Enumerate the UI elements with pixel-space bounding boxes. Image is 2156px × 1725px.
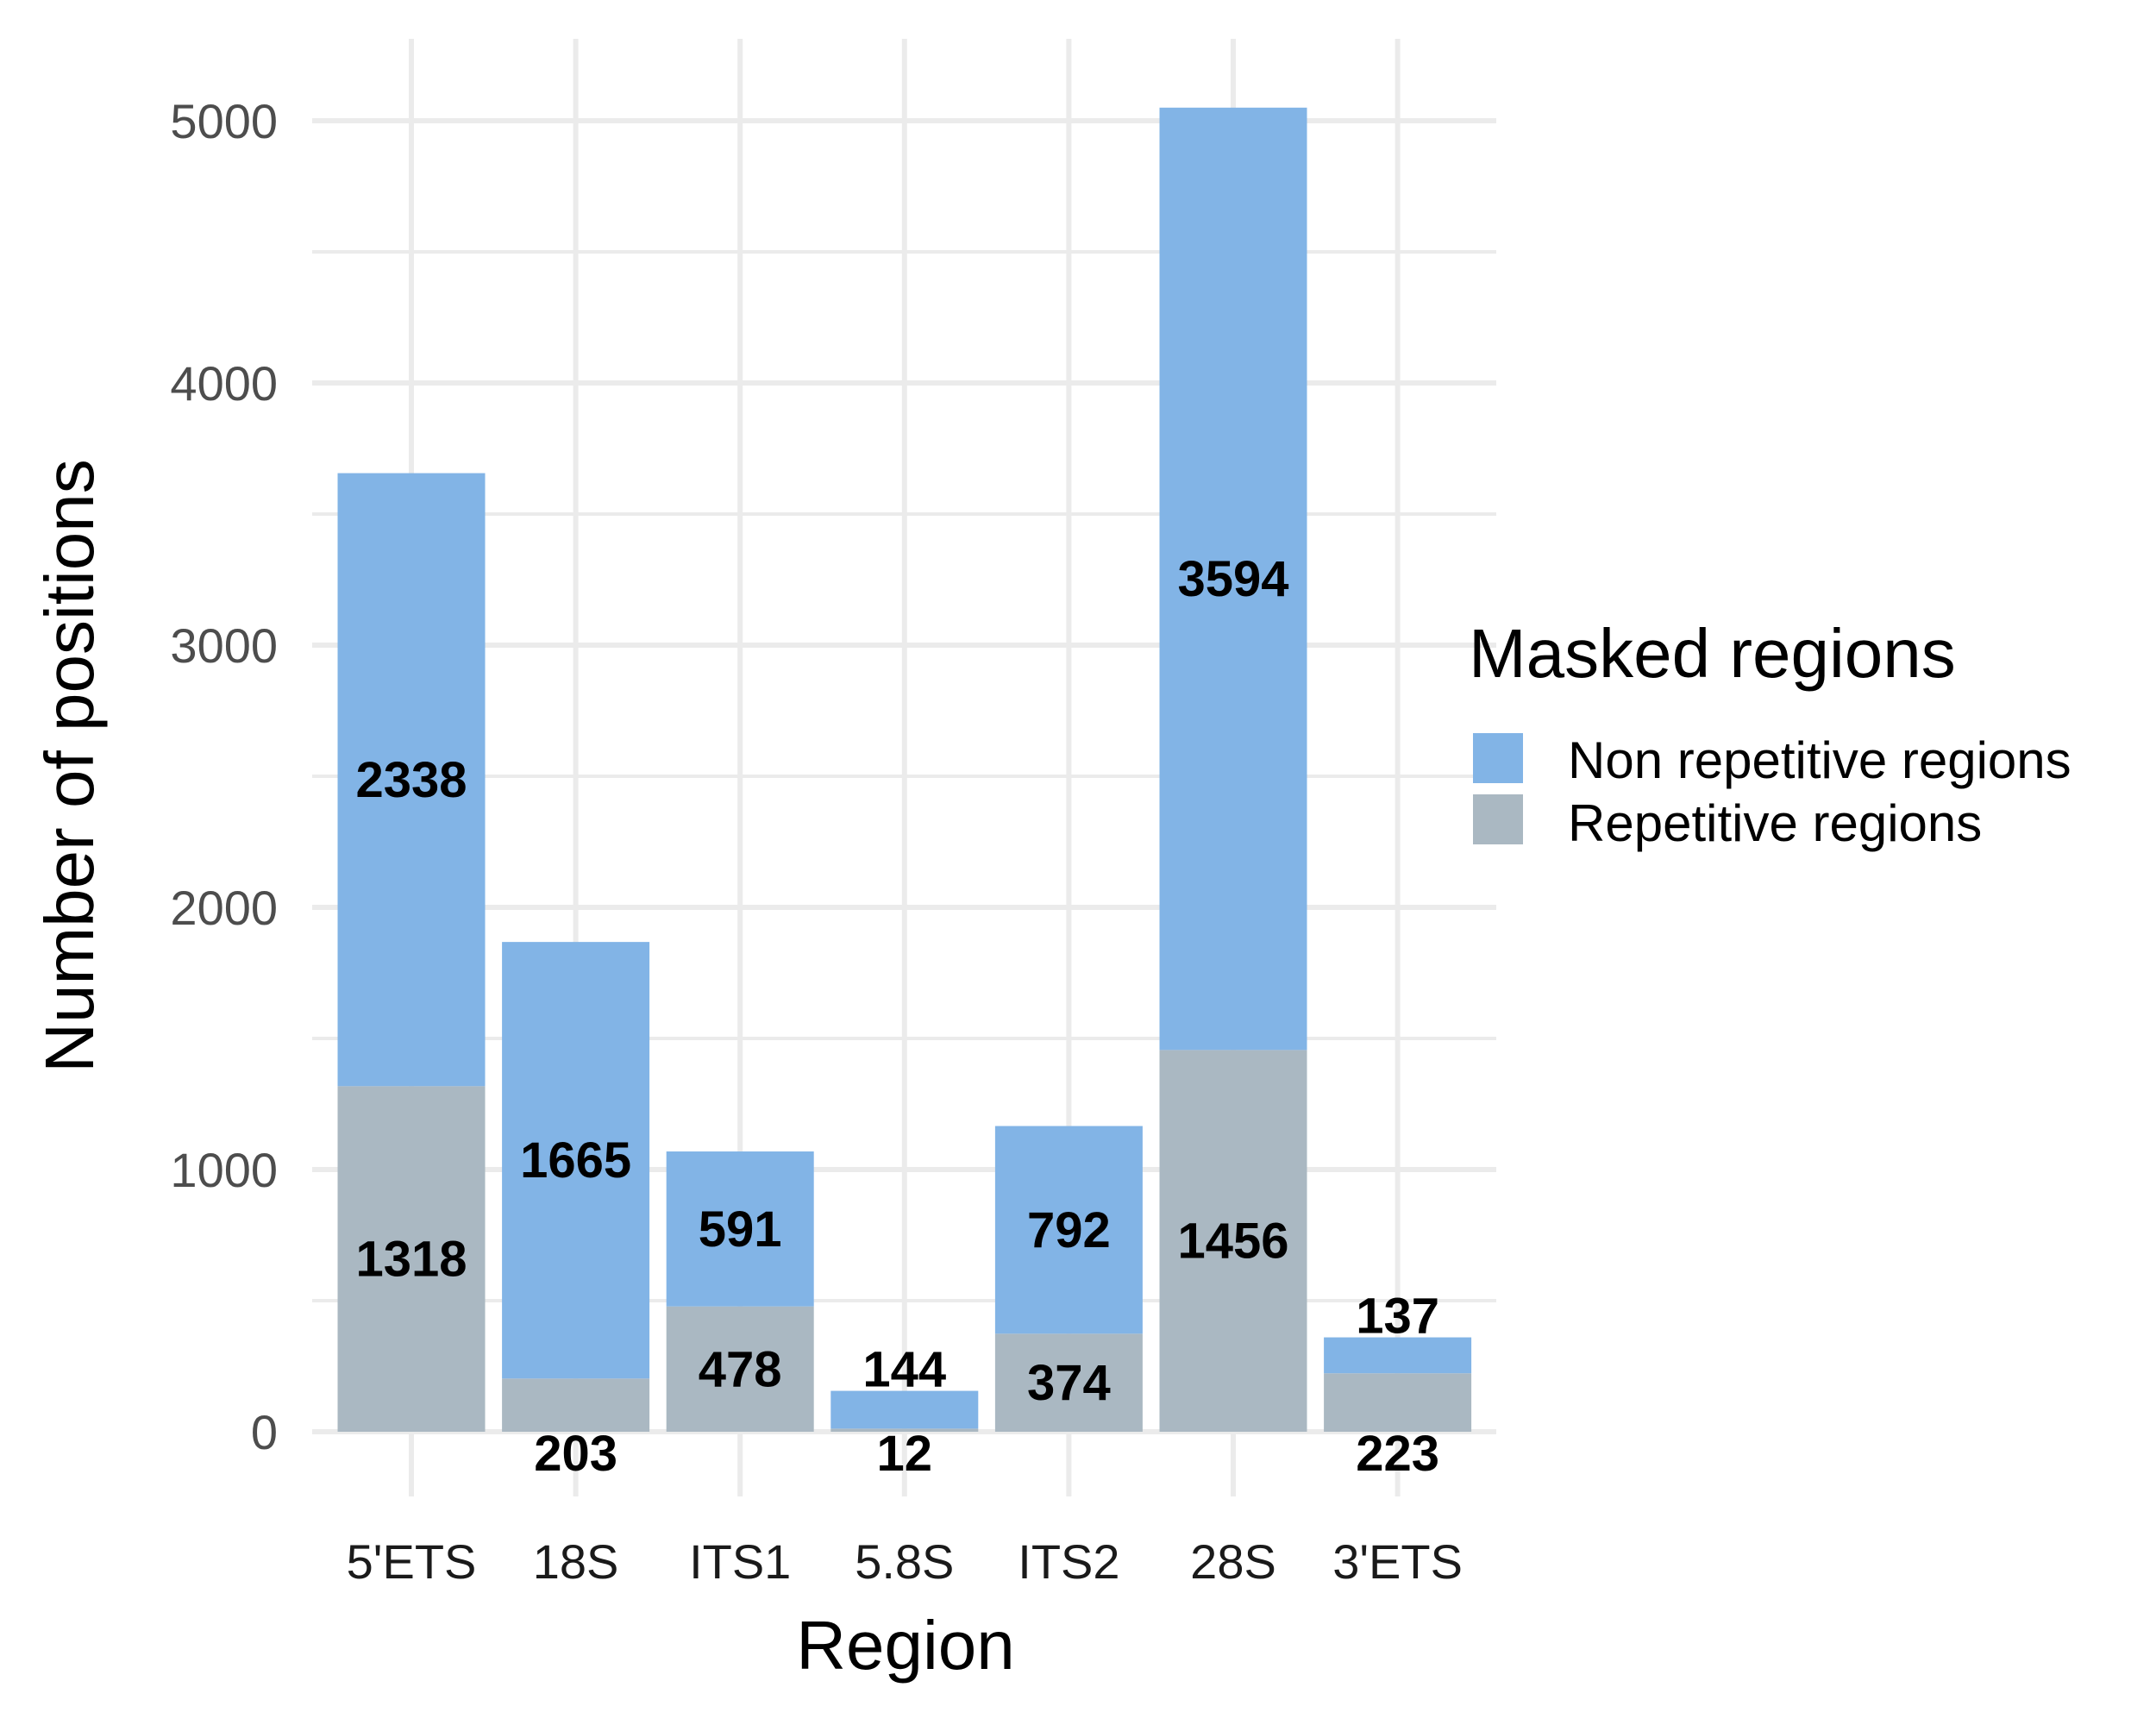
data-label: 223 — [1356, 1426, 1439, 1482]
data-labels: 1318 203 478 12 374 1456 223 2338 1665 591 144 792 3… — [355, 551, 1439, 1482]
y-tick-label: 2000 — [170, 881, 278, 935]
y-tick-label: 5000 — [170, 94, 278, 148]
bar-non-repetitive — [502, 942, 650, 1379]
data-label: 792 — [1027, 1202, 1111, 1258]
bar-repetitive — [337, 1086, 486, 1432]
y-tick-label: 1000 — [170, 1143, 278, 1197]
x-tick-label: ITS1 — [689, 1534, 791, 1589]
bar-repetitive — [1159, 1050, 1307, 1432]
x-axis-ticks: 5'ETS 18S ITS1 5.8S ITS2 28S 3'ETS — [347, 1534, 1463, 1589]
bar-non-repetitive — [994, 1126, 1143, 1334]
data-label: 478 — [699, 1341, 782, 1397]
bar-repetitive — [994, 1333, 1143, 1432]
data-label: 144 — [862, 1342, 946, 1398]
bar-non-repetitive — [830, 1390, 979, 1429]
y-axis-title: Number of positions — [31, 459, 108, 1072]
bar-repetitive — [1324, 1373, 1472, 1432]
y-tick-label: 4000 — [170, 356, 278, 411]
data-label: 1456 — [1177, 1214, 1288, 1270]
data-label: 2338 — [355, 752, 467, 808]
data-label: 203 — [534, 1426, 617, 1482]
bar-non-repetitive — [666, 1151, 814, 1307]
legend: Masked regions Non repetitive regions Re… — [1469, 615, 2071, 852]
bar-repetitive — [502, 1378, 650, 1432]
legend-title: Masked regions — [1469, 615, 1956, 692]
bar-non-repetitive — [1159, 107, 1307, 1051]
data-label: 12 — [877, 1426, 933, 1482]
data-label: 591 — [699, 1201, 782, 1258]
x-tick-label: 5.8S — [855, 1534, 954, 1589]
legend-label-non-repetitive: Non repetitive regions — [1568, 731, 2071, 789]
bar-non-repetitive — [1324, 1337, 1472, 1374]
bars — [337, 107, 1472, 1432]
legend-key-non-repetitive — [1473, 733, 1523, 783]
x-tick-label: 5'ETS — [347, 1534, 477, 1589]
bar-repetitive — [666, 1306, 814, 1432]
data-label: 1318 — [355, 1232, 467, 1288]
y-axis-ticks: 0 1000 2000 3000 4000 5000 — [170, 94, 278, 1459]
x-tick-label: ITS2 — [1018, 1534, 1119, 1589]
data-label: 3594 — [1177, 551, 1288, 607]
data-label: 137 — [1356, 1289, 1439, 1345]
y-tick-label: 0 — [251, 1405, 278, 1459]
data-label: 374 — [1027, 1355, 1111, 1411]
bar-non-repetitive — [337, 473, 486, 1087]
legend-label-repetitive: Repetitive regions — [1568, 794, 1982, 852]
data-label: 1665 — [520, 1132, 631, 1189]
x-tick-label: 18S — [533, 1534, 619, 1589]
x-tick-label: 3'ETS — [1332, 1534, 1463, 1589]
bar-repetitive — [830, 1428, 979, 1432]
legend-key-repetitive — [1473, 794, 1523, 844]
y-tick-label: 3000 — [170, 618, 278, 673]
grid — [312, 39, 1496, 1496]
x-tick-label: 28S — [1190, 1534, 1276, 1589]
x-axis-title: Region — [796, 1607, 1015, 1684]
